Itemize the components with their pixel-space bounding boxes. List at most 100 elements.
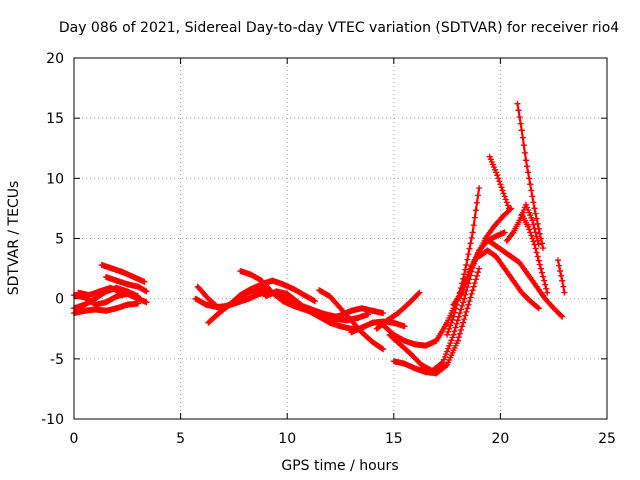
data-point	[539, 240, 545, 247]
data-point	[555, 257, 561, 264]
data-point	[416, 289, 423, 296]
data-point	[128, 292, 135, 299]
data-point	[561, 289, 568, 296]
data-point	[461, 316, 468, 323]
data-point	[452, 305, 459, 312]
data-point	[495, 175, 502, 182]
data-point	[444, 331, 451, 338]
data-point	[468, 234, 475, 241]
y-tick-label: 10	[46, 171, 64, 187]
data-point	[460, 286, 467, 293]
data-point	[532, 229, 539, 236]
data-point	[505, 205, 512, 212]
y-tick-label: 5	[55, 232, 64, 248]
data-point	[518, 127, 525, 134]
data-point	[517, 120, 524, 127]
series-arc-26	[514, 100, 546, 252]
data-point	[507, 206, 513, 213]
data-point	[439, 359, 446, 366]
data-point	[470, 283, 477, 290]
data-point	[448, 337, 455, 344]
data-point	[445, 345, 452, 352]
data-point	[459, 323, 465, 330]
data-point	[473, 272, 480, 279]
data-point	[537, 235, 544, 242]
x-tick-label: 25	[598, 431, 616, 447]
data-point	[451, 328, 458, 335]
data-point	[463, 262, 470, 268]
series-line	[388, 259, 476, 372]
data-point	[440, 356, 447, 363]
data-point	[527, 229, 534, 236]
data-point	[494, 172, 501, 179]
data-point	[543, 285, 550, 292]
data-point	[523, 157, 529, 164]
x-tick-label: 5	[176, 431, 185, 447]
data-point	[464, 305, 471, 312]
data-point	[502, 196, 509, 203]
data-point	[498, 184, 505, 191]
series-arc-25	[503, 201, 542, 248]
data-point	[143, 288, 150, 295]
data-point	[460, 275, 467, 282]
data-point	[534, 253, 541, 260]
grid	[74, 58, 607, 419]
series-arc-12	[294, 301, 387, 321]
data-point	[463, 308, 470, 315]
data-point	[469, 287, 476, 294]
data-point	[450, 331, 457, 338]
data-point	[532, 245, 539, 252]
data-point	[560, 283, 567, 290]
y-tick-label: -5	[50, 352, 64, 368]
data-point	[521, 149, 528, 156]
series-arc-27	[518, 211, 551, 296]
chart-title: Day 086 of 2021, Sidereal Day-to-day VTE…	[59, 20, 619, 36]
data-point	[380, 346, 387, 353]
data-point	[469, 229, 476, 236]
data-point	[466, 245, 473, 252]
data-point	[533, 233, 540, 240]
data-point	[504, 202, 511, 209]
y-axis-label: SDTVAR / TECUs	[6, 181, 22, 296]
data-point	[514, 100, 521, 107]
data-point	[500, 190, 507, 197]
data-point	[528, 187, 535, 194]
data-point	[534, 237, 541, 244]
data-point	[380, 310, 387, 317]
data-point	[539, 269, 545, 276]
data-point	[535, 225, 542, 232]
data-point	[540, 245, 546, 252]
data-point	[462, 266, 469, 273]
data-point	[460, 299, 467, 306]
data-point	[475, 192, 481, 199]
data-point	[454, 337, 461, 344]
data-point	[456, 310, 463, 317]
data-point	[476, 265, 483, 272]
data-point	[527, 181, 534, 188]
series-arc-15	[348, 318, 408, 336]
data-point	[529, 217, 536, 224]
data-point	[470, 222, 477, 229]
data-point	[141, 278, 148, 285]
series-arc-3	[71, 300, 141, 317]
series-arc-24	[482, 235, 566, 320]
data-point	[135, 300, 141, 307]
data-point	[445, 328, 452, 335]
data-point	[465, 251, 472, 258]
data-point	[453, 320, 460, 327]
data-point	[519, 134, 526, 141]
data-point	[542, 281, 549, 288]
plot-frame	[73, 57, 608, 420]
data-point	[465, 301, 472, 308]
data-point	[534, 220, 541, 227]
data-point	[541, 277, 548, 284]
series-arc-22	[486, 153, 512, 212]
data-point	[463, 277, 470, 284]
x-axis-label: GPS time / hours	[281, 458, 398, 474]
data-point	[468, 290, 475, 297]
y-tick-label: 15	[46, 111, 64, 127]
data-point	[472, 207, 479, 214]
data-point	[535, 305, 542, 312]
data-point	[472, 276, 479, 283]
